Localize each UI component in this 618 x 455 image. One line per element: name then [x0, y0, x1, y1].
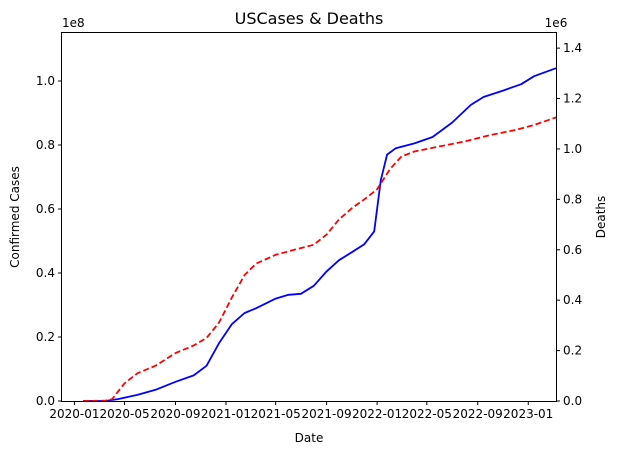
- right-tick-label: 0.0: [563, 394, 582, 408]
- x-tick-label: 2020-09: [150, 407, 200, 421]
- x-tick-label: 2021-01: [201, 407, 251, 421]
- right-axis-offset-label: 1e6: [545, 16, 568, 30]
- plot-frame: [61, 32, 557, 402]
- left-tick-label: 0.6: [36, 202, 55, 216]
- x-tick-label: 2021-09: [302, 407, 352, 421]
- left-axis-ticks: 0.0 0.2 0.4 0.6 0.8 1.0: [36, 74, 62, 408]
- deaths-series-line: [83, 116, 557, 402]
- plot-lines: [83, 67, 557, 402]
- right-tick-label: 1.0: [563, 142, 582, 156]
- right-tick-label: 0.6: [563, 243, 582, 257]
- right-tick-label: 1.4: [563, 41, 582, 55]
- right-tick-label: 0.2: [563, 344, 582, 358]
- right-tick-label: 1.2: [563, 92, 582, 106]
- confirmed-cases-series-line: [83, 67, 557, 402]
- chart-title: USCases & Deaths: [235, 9, 384, 28]
- x-tick-label: 2020-05: [99, 407, 149, 421]
- left-axis-label: Confirmed Cases: [8, 166, 22, 268]
- x-tick-label: 2023-01: [503, 407, 553, 421]
- x-tick-label: 2022-09: [453, 407, 503, 421]
- x-tick-label: 2022-01: [352, 407, 402, 421]
- left-tick-label: 0.2: [36, 330, 55, 344]
- left-tick-label: 0.4: [36, 266, 55, 280]
- right-axis-ticks: 0.0 0.2 0.4 0.6 0.8 1.0 1.2 1.4: [556, 41, 582, 408]
- x-tick-label: 2022-05: [402, 407, 452, 421]
- x-axis-ticks: 2020-01 2020-05 2020-09 2021-01 2021-05 2021-…: [49, 401, 553, 421]
- x-tick-label: 2020-01: [49, 407, 99, 421]
- right-tick-label: 0.8: [563, 192, 582, 206]
- left-tick-label: 0.0: [36, 394, 55, 408]
- left-tick-label: 1.0: [36, 74, 55, 88]
- right-axis-label: Deaths: [594, 196, 608, 239]
- x-tick-label: 2021-05: [251, 407, 301, 421]
- left-tick-label: 0.8: [36, 138, 55, 152]
- right-tick-label: 0.4: [563, 293, 582, 307]
- x-axis-label: Date: [295, 431, 324, 445]
- left-axis-offset-label: 1e8: [62, 16, 85, 30]
